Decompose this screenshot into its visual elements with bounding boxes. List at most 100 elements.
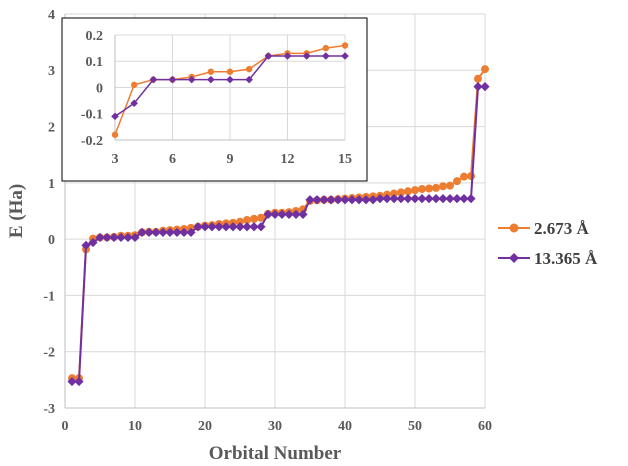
inset-x-tick-label-0: 3 [112,152,119,167]
main-series-1-point-11 [144,227,154,237]
main-x-tick-label-5: 50 [408,419,422,434]
main-x-tick-label-3: 30 [268,419,282,434]
inset-series-0-point-6 [226,68,234,75]
inset-x-tick-label-3: 12 [281,152,295,167]
inset-series-layer [111,42,349,138]
inset-y-tick-label-2: 0 [96,81,103,96]
inset-y-tick-label-0: -0.2 [81,134,103,149]
main-series-1-point-31 [284,209,294,219]
main-y-tick-label-5: 2 [48,120,55,135]
main-series-1-point-20 [207,222,217,232]
inset-series-1-point-3 [168,75,177,84]
main-series-1-point-50 [417,194,427,204]
main-series-1-point-0 [67,376,77,387]
main-series-1-point-56 [459,194,469,204]
main-series-0-point-56 [460,172,468,181]
main-series-1-point-6 [109,232,119,243]
inset-series-1-point-7 [245,75,253,84]
inset-frame [61,17,368,182]
inset-series-1-point-4 [187,75,196,84]
main-series-0-point-57 [467,172,475,181]
main-series-0-point-26 [250,214,258,223]
main-y-tick-label-1: -2 [43,346,55,361]
legend-label-1: 13.365 Å [534,249,598,268]
main-series-1-point-23 [228,222,238,232]
main-series-1-point-42 [361,195,371,205]
inset-series-0-point-0 [111,131,119,138]
inset-series-1-point-8 [264,52,273,60]
main-series-1-point-2 [81,240,91,250]
main-series-0-point-50 [418,185,426,194]
main-series-0-point-27 [257,213,265,222]
inset-tick-labels: -0.2 -0.1 0 0.1 0.2 3 6 9 12 15 [81,29,352,167]
inset-series-1-point-5 [207,75,215,84]
main-y-tick-label-4: 1 [48,177,55,192]
main-series-0-point-49 [411,186,419,195]
main-y-tick-label-2: -1 [43,289,55,304]
main-series-0-point-24 [236,217,244,226]
inset-axes [114,35,345,141]
main-series-1-point-3 [88,237,98,248]
inset-series-1-point-0 [111,112,119,121]
inset-series-0-point-1 [130,81,138,89]
main-series-1-point-48 [403,194,413,204]
main-series-0-point-54 [446,181,454,190]
main-series-0-point-53 [439,182,447,191]
inset-y-tick-label-1: -0.1 [81,108,103,123]
main-series-1-point-25 [242,222,252,232]
inset-y-tick-label-3: 0.1 [86,55,104,70]
inset-series-1-point-2 [149,75,158,84]
main-series-0-point-55 [453,177,461,186]
main-series-1-point-53 [438,194,448,204]
inset-x-tick-label-2: 9 [227,152,234,167]
main-series-1-point-9 [130,232,140,243]
main-series-1-point-35 [312,195,322,205]
main-series-1-point-26 [249,222,259,232]
main-series-0-point-47 [397,188,405,197]
main-series-1-point-36 [319,195,329,205]
main-series-1-point-13 [158,227,168,237]
main-series-1-point-32 [291,209,301,219]
main-series-1-point-38 [333,195,343,205]
main-series-1-point-4 [95,232,105,243]
inset-series-1-point-9 [283,52,292,60]
main-x-tick-label-0: 0 [62,419,69,434]
inset-series-0-point-11 [322,44,330,52]
inset-series-1-point-12 [341,52,349,60]
main-series-0-point-59 [481,65,489,74]
main-series-0-point-25 [243,216,251,225]
main-series-1-point-28 [263,209,273,219]
main-series-1-point-55 [452,194,462,204]
inset-series-0-point-12 [341,42,349,49]
main-series-1-point-34 [305,195,315,205]
legend-marker-1 [509,253,519,263]
main-x-tick-label-6: 60 [478,419,492,434]
main-series-1-point-24 [235,222,245,232]
main-series-0-point-46 [390,189,398,198]
main-series-0-point-48 [404,187,412,196]
main-series-1-point-18 [193,222,203,232]
legend-label-0: 2.673 Å [534,219,590,238]
main-series-1-point-21 [214,222,224,232]
main-series-1-point-33 [298,209,308,219]
main-x-tick-label-2: 20 [198,419,212,434]
main-series-1-point-5 [102,232,112,243]
inset-series-0-point-7 [245,65,253,73]
main-series-1-point-22 [221,222,231,232]
main-series-1-point-49 [410,194,420,204]
x-axis-title: Orbital Number [209,443,342,464]
main-series-1-point-39 [340,195,350,205]
main-x-tick-label-1: 10 [128,419,142,434]
inset-chart: -0.2 -0.1 0 0.1 0.2 3 6 9 12 15 [61,17,368,182]
inset-y-tick-label-4: 0.2 [86,29,104,44]
main-series-0-point-51 [425,184,433,193]
main-series-1-point-40 [347,195,357,205]
y-axis-title: E (Ha) [6,184,27,238]
main-x-tick-label-4: 40 [338,419,352,434]
main-series-0-point-52 [432,183,440,192]
main-series-1-point-16 [179,227,189,237]
main-y-tick-label-7: 4 [48,8,55,23]
main-series-1-point-44 [375,194,385,204]
